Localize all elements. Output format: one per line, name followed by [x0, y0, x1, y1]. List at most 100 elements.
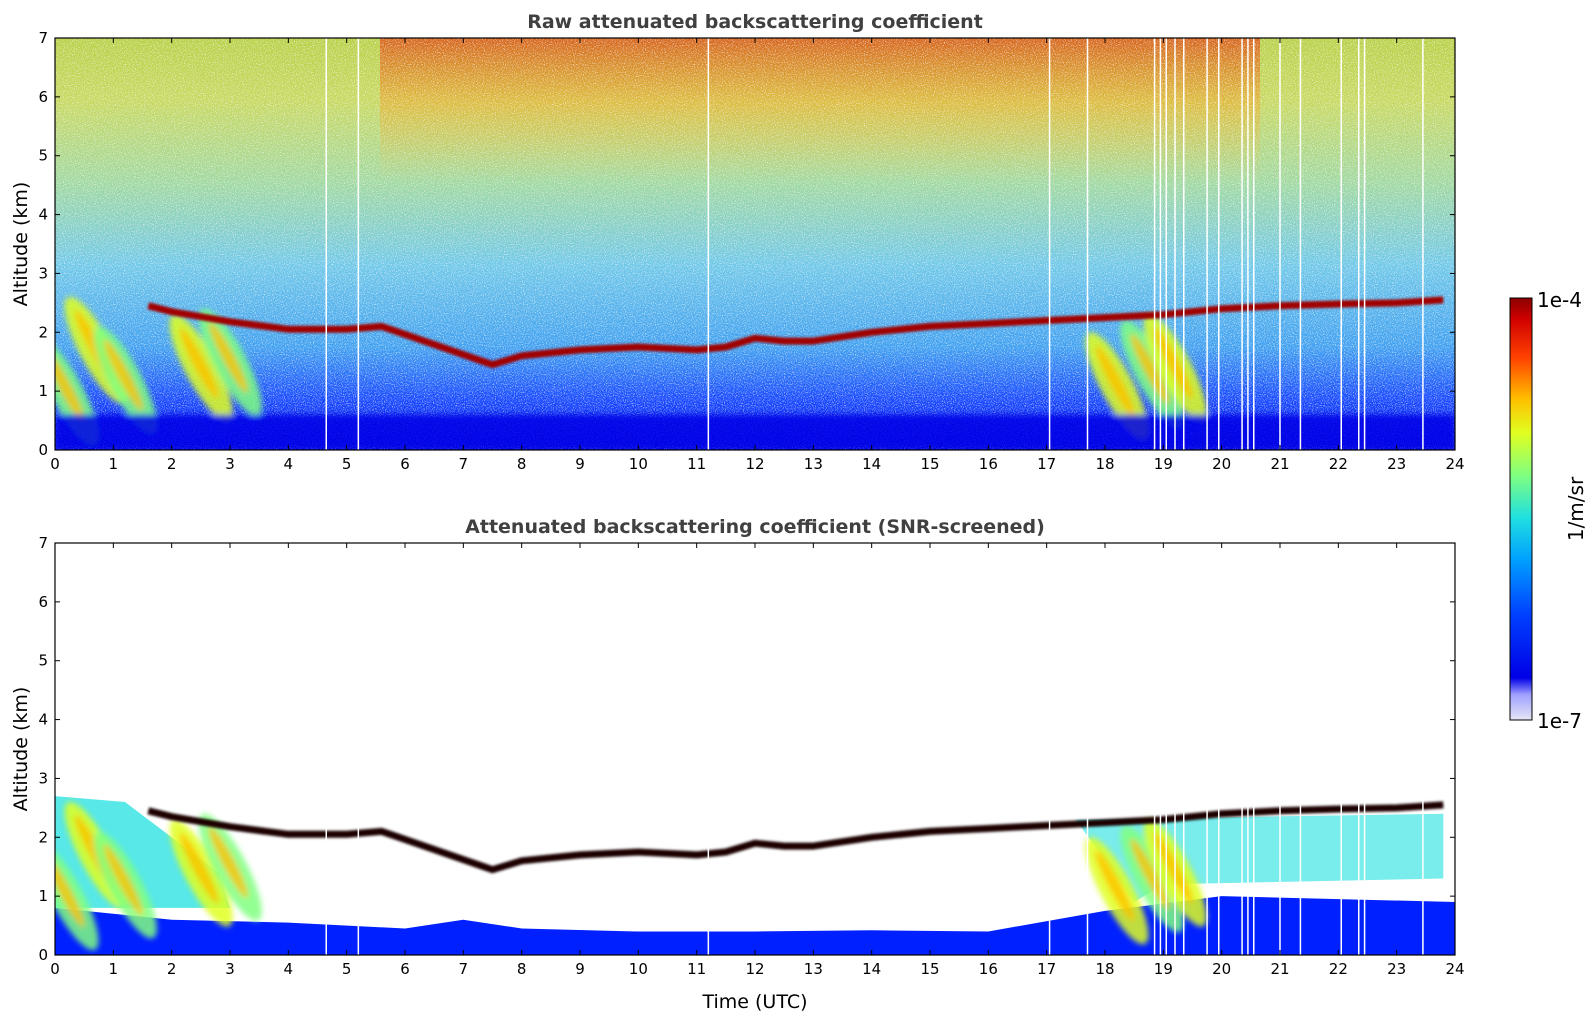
aerosol-plume-core — [1095, 345, 1135, 417]
x-tick-label: 11 — [687, 960, 706, 978]
y-tick-label: 0 — [38, 946, 48, 964]
y-tick-label: 2 — [38, 323, 48, 341]
x-tick-label: 1 — [109, 455, 119, 473]
cloud-layer — [147, 296, 1444, 369]
aerosol-plume-core — [1095, 850, 1135, 922]
x-tick-label: 22 — [1329, 455, 1348, 473]
x-tick-label: 15 — [920, 960, 939, 978]
x-tick-label: 3 — [225, 960, 235, 978]
y-tick-label: 1 — [38, 382, 48, 400]
raw-backscatter-panel: Raw attenuated backscattering coefficien… — [10, 11, 1465, 473]
x-tick-label: 20 — [1212, 455, 1231, 473]
x-tick-label: 14 — [862, 960, 881, 978]
cloud-layer — [147, 801, 1444, 874]
x-tick-label: 0 — [50, 455, 60, 473]
y-tick-label: 1 — [38, 887, 48, 905]
y-tick-label: 6 — [38, 88, 48, 106]
aerosol-plume-core — [103, 339, 143, 411]
aerosol-plumes — [55, 297, 1455, 450]
x-tick-label: 12 — [745, 960, 764, 978]
y-tick-label: 6 — [38, 593, 48, 611]
x-tick-label: 13 — [804, 455, 823, 473]
data-gaps — [325, 38, 1424, 450]
x-tick-label: 21 — [1270, 960, 1289, 978]
aerosol-plume-core — [103, 844, 143, 916]
panel-title: Attenuated backscattering coefficient (S… — [465, 516, 1045, 538]
y-tick-label: 7 — [38, 534, 48, 552]
x-tick-label: 6 — [400, 455, 410, 473]
x-tick-label: 15 — [920, 455, 939, 473]
x-tick-label: 8 — [517, 455, 527, 473]
x-tick-label: 12 — [745, 455, 764, 473]
x-tick-label: 4 — [284, 960, 294, 978]
y-tick-label: 2 — [38, 828, 48, 846]
x-tick-label: 17 — [1037, 455, 1056, 473]
x-tick-label: 7 — [459, 960, 469, 978]
x-tick-label: 14 — [862, 455, 881, 473]
x-tick-label: 21 — [1270, 455, 1289, 473]
y-tick-labels: 0 1 2 3 4 5 6 7 — [38, 29, 1455, 459]
y-axis-label: Altitude (km) — [10, 182, 32, 307]
panel-title: Raw attenuated backscattering coefficien… — [527, 11, 983, 33]
colorbar-gradient — [1509, 297, 1533, 721]
y-tick-label: 3 — [38, 769, 48, 787]
x-tick-label: 22 — [1329, 960, 1348, 978]
x-tick-label: 18 — [1095, 455, 1114, 473]
y-tick-labels: 0 1 2 3 4 5 6 7 — [38, 534, 1455, 964]
y-axis-label: Altitude (km) — [10, 687, 32, 812]
colorbar-max-label: 1e-4 — [1537, 288, 1582, 312]
x-tick-label: 24 — [1445, 960, 1464, 978]
colorbar: 1e-4 1e-7 1/m/sr — [1509, 288, 1588, 733]
x-tick-label: 1 — [109, 960, 119, 978]
x-tick-label: 23 — [1387, 455, 1406, 473]
boundary-layer-band — [55, 414, 1455, 450]
x-tick-label: 0 — [50, 960, 60, 978]
x-tick-label: 11 — [687, 455, 706, 473]
data-gaps — [325, 543, 1424, 955]
x-tick-label: 10 — [629, 455, 648, 473]
aerosol-plume-core — [208, 826, 248, 898]
x-tick-label: 16 — [979, 960, 998, 978]
snr-screened-panel: Attenuated backscattering coefficient (S… — [10, 516, 1465, 1013]
x-tick-label: 18 — [1095, 960, 1114, 978]
x-tick-label: 10 — [629, 960, 648, 978]
heatmap-area — [55, 543, 1455, 955]
x-tick-labels: 0 1 2 3 4 5 6 7 8 9 10 11 12 13 14 15 16 17 18 19 20 21 22 23 24 — [50, 38, 1465, 473]
x-tick-label: 9 — [575, 455, 585, 473]
screened-background — [55, 543, 1455, 955]
x-tick-label: 4 — [284, 455, 294, 473]
aerosol-plume-core — [179, 832, 219, 904]
y-tick-label: 5 — [38, 147, 48, 165]
colorbar-min-label: 1e-7 — [1537, 709, 1582, 733]
y-tick-label: 7 — [38, 29, 48, 47]
x-tick-label: 5 — [342, 960, 352, 978]
x-tick-label: 6 — [400, 960, 410, 978]
x-tick-label: 3 — [225, 455, 235, 473]
x-axis-label: Time (UTC) — [701, 991, 807, 1013]
y-tick-label: 0 — [38, 441, 48, 459]
x-tick-labels: 0 1 2 3 4 5 6 7 8 9 10 11 12 13 14 15 16 17 18 19 20 21 22 23 24 — [50, 543, 1465, 978]
aerosol-plume-core — [208, 321, 248, 393]
aerosol-plumes — [55, 802, 1207, 951]
x-tick-label: 5 — [342, 455, 352, 473]
y-tick-label: 4 — [38, 711, 48, 729]
noise-speckle — [55, 38, 1455, 450]
x-tick-label: 8 — [517, 960, 527, 978]
cloud-layer-line — [147, 801, 1444, 874]
x-tick-label: 24 — [1445, 455, 1464, 473]
x-tick-label: 13 — [804, 960, 823, 978]
y-tick-label: 4 — [38, 206, 48, 224]
x-tick-label: 2 — [167, 960, 177, 978]
x-tick-label: 19 — [1154, 455, 1173, 473]
x-tick-label: 23 — [1387, 960, 1406, 978]
heatmap-area — [55, 38, 1455, 450]
x-tick-label: 17 — [1037, 960, 1056, 978]
boundary-layer-fill — [55, 896, 1455, 955]
x-tick-label: 20 — [1212, 960, 1231, 978]
x-tick-label: 19 — [1154, 960, 1173, 978]
y-tick-label: 3 — [38, 264, 48, 282]
x-tick-label: 2 — [167, 455, 177, 473]
x-tick-label: 9 — [575, 960, 585, 978]
y-tick-label: 5 — [38, 652, 48, 670]
